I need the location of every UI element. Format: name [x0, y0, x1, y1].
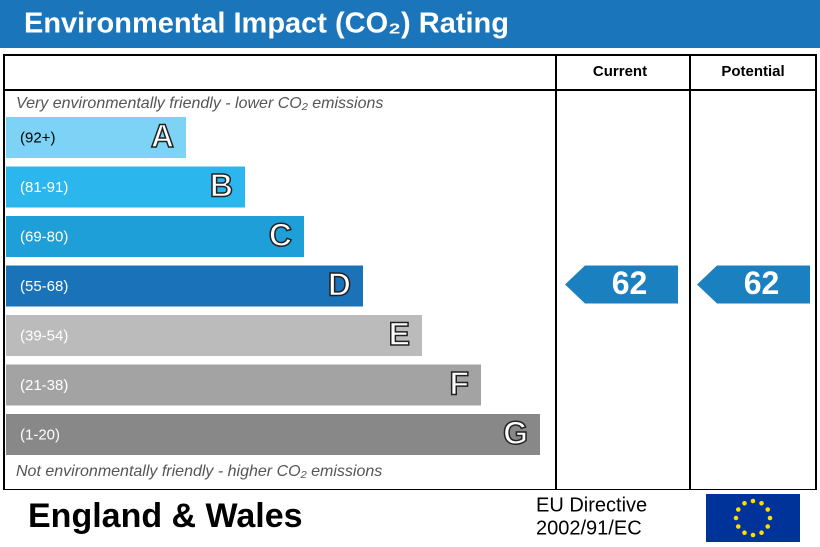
title-bar	[0, 0, 820, 48]
band-range: (92+)	[20, 129, 55, 146]
top-note: Very environmentally friendly - lower CO…	[16, 95, 383, 112]
band-range: (81-91)	[20, 179, 68, 196]
column-header: Potential	[721, 63, 784, 80]
band-letter: F	[449, 365, 469, 401]
band-range: (39-54)	[20, 327, 68, 344]
column-header: Current	[593, 63, 647, 80]
band-bar	[6, 414, 540, 455]
star	[765, 524, 771, 529]
band-range: (21-38)	[20, 377, 68, 394]
band-letter: C	[269, 217, 292, 253]
rating-arrow	[697, 265, 810, 304]
star	[735, 507, 741, 512]
star	[750, 498, 756, 504]
star	[750, 532, 756, 538]
rating-arrow	[565, 265, 678, 304]
footer	[0, 490, 820, 547]
band-letter: A	[151, 118, 174, 154]
star	[735, 524, 741, 529]
star	[733, 515, 739, 521]
band-bar	[6, 315, 422, 356]
band-bar	[6, 166, 245, 208]
band-letter: G	[503, 415, 528, 451]
directive: EU Directive	[536, 494, 647, 516]
band-range: (69-80)	[20, 228, 68, 245]
band-bar	[6, 364, 481, 406]
bottom-note: Not environmentally friendly - higher CO…	[16, 463, 382, 480]
star	[759, 530, 764, 536]
star	[742, 530, 747, 536]
band-bar	[6, 117, 186, 158]
star	[759, 500, 764, 506]
band-range: (1-20)	[20, 426, 60, 443]
eu-stars	[733, 498, 773, 538]
band-letter: D	[328, 266, 351, 302]
band-letter: E	[389, 316, 410, 352]
rating-value: 62	[744, 265, 780, 301]
star	[765, 507, 771, 512]
band-bar	[6, 216, 304, 257]
rating-value: 62	[612, 265, 648, 301]
band-bar	[6, 265, 363, 307]
star	[767, 515, 773, 521]
region: England & Wales	[28, 497, 303, 535]
band-range: (55-68)	[20, 278, 68, 295]
star	[742, 500, 747, 506]
band-letter: B	[210, 167, 233, 203]
directive-code: 2002/91/EC	[536, 517, 642, 539]
title: Environmental Impact (CO₂) Rating	[24, 8, 509, 40]
